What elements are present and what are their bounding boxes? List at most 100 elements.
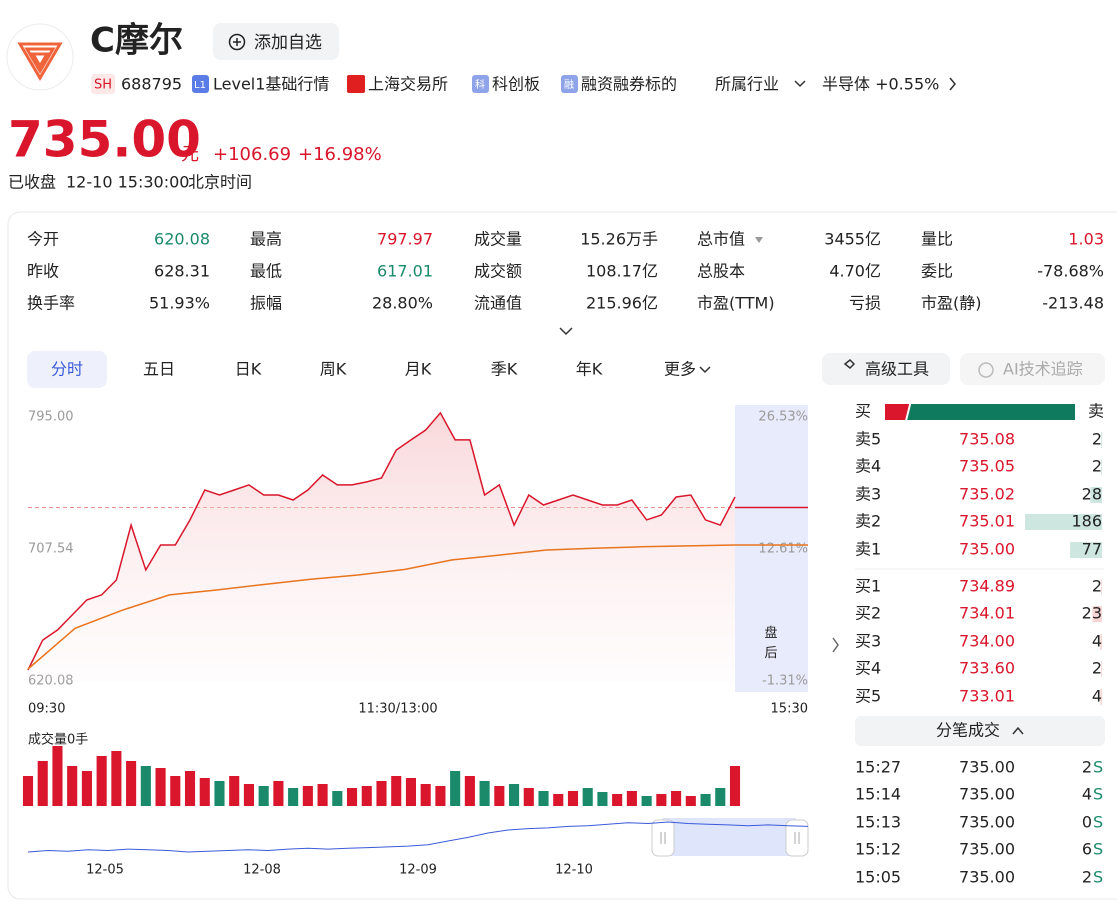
stat-value: 620.08	[154, 230, 210, 249]
book-label: 买1	[855, 577, 881, 596]
tab[interactable]: 周K	[320, 360, 347, 379]
tab[interactable]: 月K	[405, 360, 432, 379]
qty-bar	[1090, 487, 1102, 503]
badge	[561, 75, 578, 93]
y-tick-label: 795.00	[28, 410, 74, 425]
book-price: 733.01	[959, 687, 1015, 706]
volume-bar	[155, 768, 166, 806]
tab[interactable]: 季K	[491, 360, 518, 379]
volume-bar	[111, 751, 122, 806]
navigator-line	[27, 821, 809, 853]
change-pct: +16.98%	[298, 144, 382, 165]
stat-value: 28.80%	[372, 294, 433, 313]
trade-side: S	[1093, 840, 1103, 859]
volume-bar	[317, 784, 328, 806]
buy-label: 买	[855, 402, 871, 421]
trades-title[interactable]: 分笔成交	[936, 721, 1000, 740]
book-price: 735.02	[959, 485, 1015, 504]
trade-price: 735.00	[959, 813, 1015, 832]
qty-bar	[1101, 661, 1102, 677]
qty-bar	[1070, 542, 1102, 558]
tab[interactable]: 年K	[576, 360, 603, 379]
volume-bar	[700, 794, 711, 806]
volume-bar	[450, 771, 461, 806]
volume-bar	[479, 781, 490, 806]
logo	[6, 23, 74, 91]
tab[interactable]: 五日	[143, 360, 175, 379]
navigator-window[interactable]	[662, 818, 796, 856]
tab[interactable]: 更多	[664, 360, 696, 379]
volume-bar	[96, 756, 107, 806]
tab[interactable]: 日K	[235, 360, 262, 379]
margin: 融资融券标的	[581, 75, 677, 94]
stat-label: 总股本	[697, 262, 745, 281]
qty-bar	[1025, 514, 1102, 530]
volume-bar	[52, 746, 63, 806]
stat-label: 流通值	[474, 294, 522, 313]
volume-bar	[258, 786, 269, 806]
chevron	[794, 80, 806, 88]
tab[interactable]: 分时	[51, 360, 83, 379]
volume-bar	[612, 794, 623, 806]
stat-value: 亏损	[849, 294, 881, 313]
watch-button-label[interactable]: 添加自选	[254, 33, 322, 53]
tool-label[interactable]: 高级工具	[865, 360, 929, 379]
x-tick-label: 11:30/13:00	[358, 702, 437, 717]
ratio-buy	[885, 404, 910, 420]
volume-bar	[671, 791, 682, 806]
volume-bar	[273, 781, 284, 806]
handle-grip	[794, 832, 800, 844]
volume-bar	[302, 786, 313, 806]
chevron	[1012, 726, 1024, 735]
navigator-handle[interactable]	[785, 819, 809, 857]
volume-bar	[184, 771, 196, 806]
stat-value: 51.93%	[149, 294, 210, 313]
plus-icon	[233, 38, 241, 46]
stat-value: 628.31	[154, 262, 210, 281]
qty-bar	[1100, 689, 1102, 705]
stat-label: 成交量	[474, 230, 522, 249]
volume-bar	[597, 792, 608, 806]
volume-bar	[67, 766, 78, 806]
stat-label: 量比	[921, 230, 953, 249]
flag-icon	[347, 75, 365, 93]
dropdown-icon	[755, 237, 763, 243]
volume-bar	[170, 776, 181, 806]
qty-bar	[1101, 432, 1102, 448]
collapse-arrow[interactable]	[832, 637, 839, 653]
volume-bar	[715, 788, 726, 806]
navigator-handle[interactable]	[651, 819, 675, 857]
book-label: 卖3	[855, 485, 881, 504]
book-price: 733.60	[959, 659, 1015, 678]
book-price: 734.00	[959, 632, 1015, 651]
tool-button[interactable]	[960, 353, 1105, 385]
trade-time: 15:14	[855, 785, 901, 804]
qty-bar	[1101, 579, 1102, 595]
qty-bar	[1100, 634, 1102, 650]
watch-button[interactable]	[213, 23, 339, 60]
last-price: 735.00	[8, 111, 201, 169]
x-tick-label: 15:30	[771, 702, 808, 717]
expand-chevron[interactable]	[559, 327, 573, 336]
volume-bar	[567, 791, 579, 806]
stat-value: 108.17亿	[586, 262, 658, 281]
tool-button[interactable]	[822, 353, 950, 385]
volume-bar	[214, 781, 225, 806]
stat-value: 215.96亿	[586, 294, 658, 313]
trade-side: S	[1093, 758, 1103, 777]
volume-bar	[641, 796, 652, 806]
trade-qty: 2	[1082, 868, 1092, 887]
badge	[472, 75, 489, 93]
book-qty: 4	[1092, 687, 1102, 706]
trades-button[interactable]	[855, 716, 1105, 746]
industry-label[interactable]: 所属行业	[715, 75, 779, 94]
stat-value: -213.48	[1042, 294, 1104, 313]
tool-label[interactable]: AI技术追踪	[1003, 360, 1083, 379]
industry[interactable]: 半导体 +0.55%	[822, 75, 939, 94]
stock-name: C摩尔	[90, 21, 183, 61]
tab-active[interactable]	[27, 351, 107, 388]
trade-time: 15:27	[855, 758, 901, 777]
book-label: 卖2	[855, 512, 881, 531]
chevron	[699, 366, 711, 374]
